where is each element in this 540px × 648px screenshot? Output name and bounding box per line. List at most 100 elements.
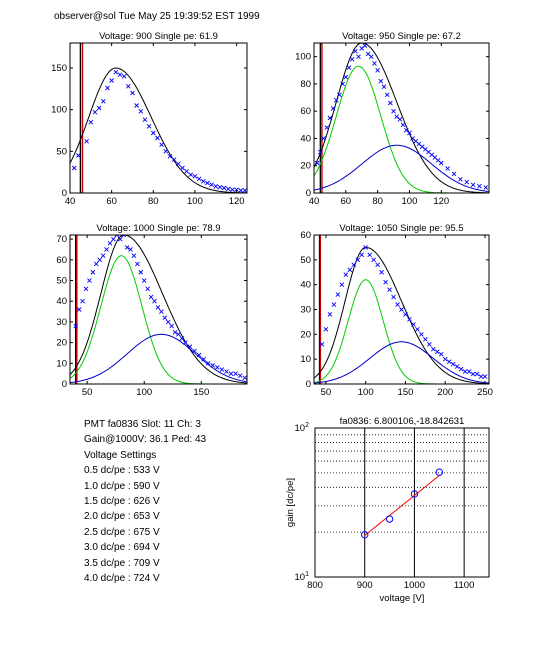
data-point xyxy=(482,374,488,379)
data-point xyxy=(454,364,460,369)
data-point xyxy=(221,185,227,191)
data-point xyxy=(135,261,140,267)
setting-row: 1.0 dc/pe : 590 V xyxy=(84,480,160,492)
y-tick-label: 20 xyxy=(56,338,67,349)
x-tick-label: 100 xyxy=(187,196,203,207)
x-tick-label: 900 xyxy=(357,580,373,591)
data-point xyxy=(96,105,102,111)
data-point xyxy=(87,278,92,283)
x-axis-label: voltage [V] xyxy=(380,593,425,604)
setting-row: 1.5 dc/pe : 626 V xyxy=(84,496,160,508)
data-point xyxy=(395,302,400,307)
data-point xyxy=(387,287,392,292)
fit-curve xyxy=(314,43,489,193)
data-point xyxy=(349,57,355,62)
data-point xyxy=(138,269,144,275)
histogram-panel: Voltage: 950 Single pe: 67.2 40 60 80 100 120… xyxy=(295,31,490,207)
data-point xyxy=(192,174,198,179)
data-point xyxy=(233,371,238,376)
data-point xyxy=(100,253,106,259)
gain-panel: fa0836: 6.800106,-18.842631 800 900 1000 110… xyxy=(285,416,490,604)
x-tick-label: 40 xyxy=(309,196,320,207)
setting-row: 2.0 dc/pe : 653 V xyxy=(84,511,160,523)
data-point xyxy=(438,160,444,166)
setting-row: 0.5 dc/pe : 533 V xyxy=(84,465,160,477)
data-point xyxy=(84,139,89,144)
y-tick-label: 0 xyxy=(62,188,67,199)
data-point xyxy=(225,186,231,192)
data-point xyxy=(367,252,373,258)
data-point xyxy=(450,361,456,367)
y-tick-label: 0 xyxy=(306,379,311,390)
data-point xyxy=(351,262,357,268)
fit-curve xyxy=(314,65,489,193)
data-point xyxy=(152,298,157,304)
data-point xyxy=(176,332,181,337)
y-tick-label: 60 xyxy=(300,106,311,117)
y-tick-label: 30 xyxy=(56,317,67,328)
y-tick-label: 20 xyxy=(300,329,311,340)
data-point xyxy=(445,166,450,171)
data-point xyxy=(427,341,432,347)
data-point xyxy=(242,375,247,381)
data-point xyxy=(391,108,396,114)
y-tick-label: 40 xyxy=(300,280,311,291)
y-tick-label: 60 xyxy=(300,230,311,241)
data-point xyxy=(159,309,164,314)
data-point xyxy=(205,360,211,366)
data-point xyxy=(237,373,243,379)
data-point xyxy=(388,100,393,106)
data-point xyxy=(323,327,329,332)
data-point xyxy=(121,74,127,79)
x-tick-label: 800 xyxy=(307,580,323,591)
y-tick-label: 50 xyxy=(300,255,311,266)
data-point xyxy=(397,117,403,122)
data-point xyxy=(470,182,476,188)
data-point xyxy=(210,363,216,368)
data-point xyxy=(88,119,94,125)
data-point xyxy=(162,315,168,321)
data-point xyxy=(368,54,374,59)
fit-curve xyxy=(70,67,247,193)
data-point xyxy=(435,468,443,476)
axes-frame xyxy=(314,427,490,578)
histogram-panel: Voltage: 1050 Single pe: 95.550 100 150 200… xyxy=(300,223,493,398)
y-tick-label: 70 xyxy=(56,234,67,245)
y-tick-label: 60 xyxy=(56,255,67,266)
data-point xyxy=(242,188,247,193)
y-tick-label: 100 xyxy=(295,52,311,63)
data-point xyxy=(145,286,150,292)
data-point xyxy=(121,235,126,238)
data-point xyxy=(319,341,325,347)
data-point xyxy=(169,323,174,329)
data-point xyxy=(327,115,333,121)
data-point xyxy=(442,356,448,362)
axes-frame xyxy=(313,42,490,194)
data-point xyxy=(213,184,219,189)
panel-title: Voltage: 950 Single pe: 67.2 xyxy=(342,31,461,42)
data-point xyxy=(474,371,480,377)
data-point xyxy=(410,490,419,498)
y-tick-label: 30 xyxy=(300,305,311,316)
data-point xyxy=(124,245,130,250)
header-text: observer@sol Tue May 25 19:39:52 EST 199… xyxy=(54,11,260,22)
plot-area xyxy=(314,235,489,384)
data-point xyxy=(109,78,114,83)
y-axis-label: gain [dc/pe] xyxy=(285,478,296,527)
x-tick-label: 150 xyxy=(398,387,414,398)
data-point xyxy=(470,371,476,377)
data-point xyxy=(339,282,345,287)
data-point xyxy=(171,157,177,162)
data-point xyxy=(347,267,353,273)
y-tick-label: 102 xyxy=(295,422,310,434)
data-point xyxy=(200,179,206,184)
y-tick-label: 50 xyxy=(56,146,67,157)
data-point xyxy=(353,48,358,54)
y-tick-label: 100 xyxy=(51,105,67,116)
y-tick-label: 10 xyxy=(56,358,67,369)
data-point xyxy=(217,184,223,190)
data-point xyxy=(183,340,188,345)
data-point xyxy=(458,366,464,372)
data-point xyxy=(477,183,482,189)
